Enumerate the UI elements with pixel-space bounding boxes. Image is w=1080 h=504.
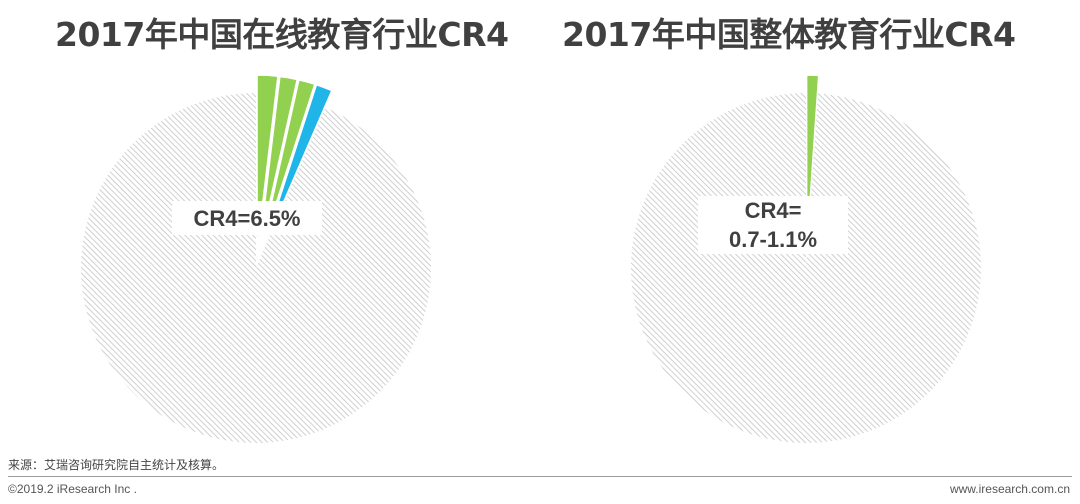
annotation-box — [172, 201, 322, 235]
cr4-annotation: CR4=6.5% — [193, 206, 300, 231]
right-chart-title: 2017年中国整体教育行业CR4 — [562, 15, 1016, 54]
annotation-box — [698, 196, 848, 254]
footer-divider — [8, 476, 1072, 477]
source-note: 来源：艾瑞咨询研究院自主统计及核算。 — [8, 458, 225, 472]
pie-slice — [80, 93, 431, 443]
copyright: ©2019.2 iResearch Inc . — [8, 482, 137, 496]
left-pie: CR4=6.5% — [80, 74, 431, 443]
right-pie: CR4= 0.7-1.1% — [631, 74, 982, 444]
cr4-annotation: 0.7-1.1% — [729, 227, 817, 252]
cr4-annotation: CR4= — [745, 198, 802, 223]
pie-slice — [631, 93, 982, 444]
website: www.iresearch.com.cn — [949, 482, 1070, 496]
left-chart-title: 2017年中国在线教育行业CR4 — [55, 15, 509, 54]
